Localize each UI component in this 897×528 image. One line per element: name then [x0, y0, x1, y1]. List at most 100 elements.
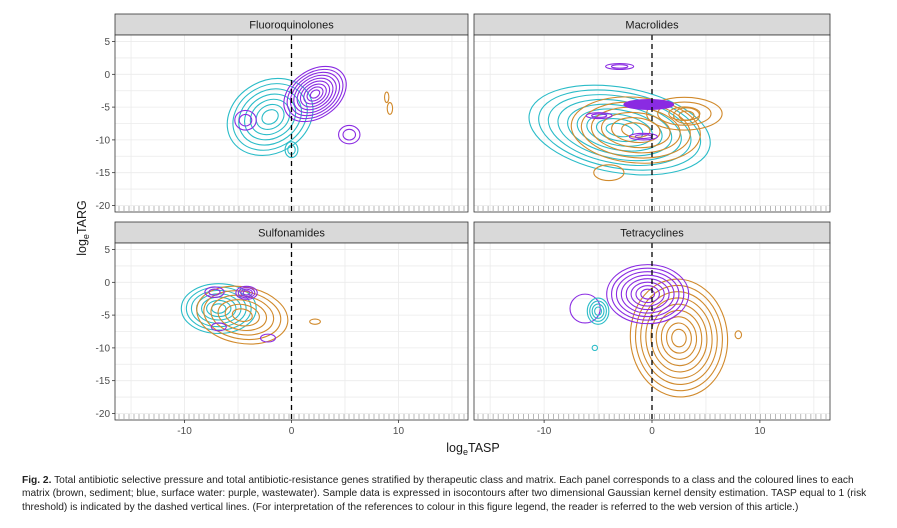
- isocontour: [309, 89, 321, 99]
- isocontour: [293, 74, 337, 114]
- isocontour: [237, 287, 256, 299]
- isocontour: [640, 291, 718, 385]
- isocontour: [224, 303, 260, 327]
- panel-border: [473, 34, 831, 213]
- isocontour: [605, 122, 634, 138]
- isocontour: [605, 62, 635, 70]
- isocontour: [255, 103, 285, 130]
- isocontour: [611, 267, 685, 321]
- isocontour: [610, 64, 629, 69]
- isocontour: [338, 124, 361, 145]
- contour-wastewater: [259, 333, 277, 343]
- contour-sediment: [593, 164, 625, 182]
- x-tick-label: 10: [393, 426, 405, 437]
- isocontour: [203, 290, 282, 341]
- panel-border: [114, 34, 469, 213]
- figure-caption: Fig. 2. Total antibiotic selective press…: [22, 474, 880, 514]
- isocontour: [528, 84, 711, 176]
- y-tick-label: -5: [101, 103, 110, 114]
- contour-wastewater: [204, 286, 225, 298]
- isocontour: [734, 330, 743, 340]
- panel-title: Macrolides: [625, 20, 679, 32]
- isocontour: [384, 91, 390, 104]
- isocontour: [309, 318, 321, 325]
- isocontour: [646, 96, 723, 131]
- y-tick-label: -20: [96, 201, 111, 212]
- rug: [477, 414, 827, 419]
- isocontour: [210, 322, 227, 332]
- isocontour: [261, 109, 279, 125]
- isocontour: [640, 288, 656, 300]
- isocontour: [593, 164, 625, 182]
- isocontour: [623, 99, 675, 110]
- contours: [569, 264, 743, 398]
- contour-sediment: [673, 107, 701, 125]
- isocontour: [299, 80, 331, 108]
- isocontour: [306, 86, 324, 102]
- isocontour: [238, 88, 302, 146]
- contour-sediment: [734, 330, 743, 340]
- isocontour: [238, 113, 253, 127]
- contour-sediment: [196, 285, 289, 345]
- panel-title: Sulfonamides: [258, 228, 325, 240]
- isocontour: [234, 109, 257, 131]
- isocontour: [586, 297, 610, 325]
- contour-surface_water: [586, 297, 610, 325]
- contour-sediment: [386, 101, 394, 115]
- isocontour: [625, 278, 670, 311]
- y-tick-label: -10: [96, 135, 111, 146]
- panel-macrolides: Macrolides: [473, 13, 831, 213]
- isocontour: [242, 290, 251, 296]
- isocontour: [303, 83, 327, 105]
- isocontour: [611, 117, 661, 144]
- isocontour: [673, 107, 701, 125]
- x-tick-label: -10: [537, 426, 552, 437]
- isocontour: [615, 271, 680, 318]
- contour-wastewater: [235, 285, 258, 300]
- isocontour: [660, 316, 698, 360]
- contour-wastewater: [569, 293, 601, 324]
- contour-sediment: [629, 278, 729, 398]
- isocontour: [283, 65, 347, 123]
- isocontour: [591, 113, 608, 118]
- x-tick-label: -10: [177, 426, 192, 437]
- panel-sulfonamides: Sulfonamides 5 0 -5 -10 -15 -20 -10 0 10: [96, 221, 469, 437]
- contour-surface_water: [591, 344, 599, 352]
- isocontour: [569, 293, 601, 324]
- isocontour: [240, 288, 253, 297]
- isocontour: [570, 96, 701, 164]
- isocontour: [538, 89, 702, 171]
- isocontour: [284, 141, 299, 159]
- isocontour: [620, 274, 675, 314]
- isocontour: [600, 111, 671, 149]
- y-tick-label: -5: [101, 311, 110, 322]
- y-tick-label: -10: [96, 343, 111, 354]
- isocontour: [259, 333, 277, 343]
- y-tick-label: -20: [96, 409, 111, 420]
- contour-wastewater: [585, 112, 613, 120]
- isocontour: [231, 308, 253, 322]
- panel-title: Tetracyclines: [620, 228, 684, 240]
- panel-fluoroquinolones: Fluoroquinolones 5 0 -5 -10 -15 -20: [96, 13, 469, 213]
- y-tick-label: 0: [104, 278, 110, 289]
- y-tick-label: 5: [104, 245, 110, 256]
- panel-title: Fluoroquinolones: [249, 20, 334, 32]
- isocontour: [235, 285, 258, 300]
- y-axis-label: logeTARG: [75, 200, 91, 256]
- contour-wastewater: [283, 65, 347, 123]
- contour-wastewater: [338, 124, 361, 145]
- contour-wastewater: [605, 62, 635, 70]
- faceted-contour-chart: Fluoroquinolones 5 0 -5 -10 -15 -20 Macrolides S…: [75, 13, 831, 457]
- caption-label: Fig. 2.: [22, 475, 52, 486]
- isocontour: [208, 288, 221, 296]
- y-tick-label: 5: [104, 37, 110, 48]
- isocontour: [655, 309, 703, 367]
- contour-wastewater: [234, 109, 257, 131]
- isocontour: [606, 264, 690, 325]
- isocontour: [180, 283, 257, 335]
- rug: [118, 414, 465, 419]
- isocontour: [594, 306, 603, 316]
- isocontour: [678, 110, 695, 121]
- contour-wastewater: [210, 322, 227, 332]
- isocontour: [217, 299, 268, 332]
